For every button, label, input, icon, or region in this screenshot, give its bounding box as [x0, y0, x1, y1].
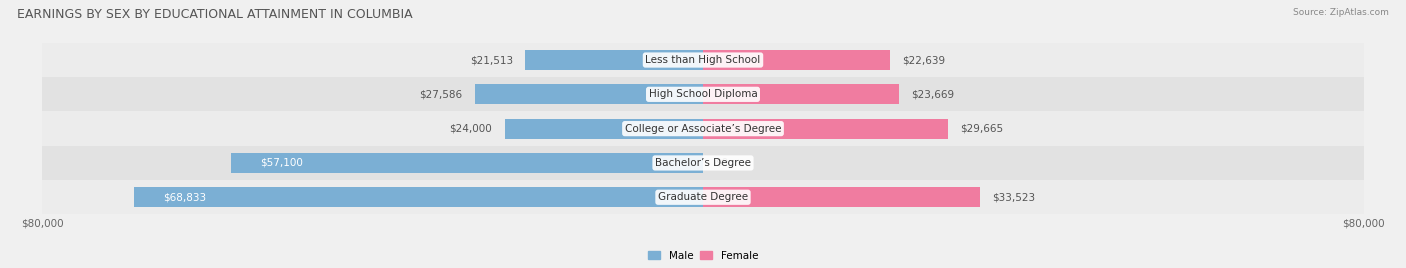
Text: $29,665: $29,665 — [960, 124, 1004, 134]
Legend: Male, Female: Male, Female — [648, 251, 758, 261]
Text: Less than High School: Less than High School — [645, 55, 761, 65]
Bar — [42, 146, 1364, 180]
Text: Source: ZipAtlas.com: Source: ZipAtlas.com — [1294, 8, 1389, 17]
Bar — [703, 119, 948, 139]
Text: Bachelor’s Degree: Bachelor’s Degree — [655, 158, 751, 168]
Text: $57,100: $57,100 — [260, 158, 304, 168]
Text: Graduate Degree: Graduate Degree — [658, 192, 748, 202]
Bar — [42, 43, 1364, 77]
Text: High School Diploma: High School Diploma — [648, 89, 758, 99]
Text: $27,586: $27,586 — [419, 89, 463, 99]
Bar — [703, 84, 898, 104]
Bar — [475, 84, 703, 104]
Bar — [505, 119, 703, 139]
Bar — [42, 77, 1364, 111]
Text: $22,639: $22,639 — [903, 55, 945, 65]
Bar — [703, 50, 890, 70]
Bar — [135, 187, 703, 207]
Bar — [42, 180, 1364, 214]
Bar — [526, 50, 703, 70]
Text: College or Associate’s Degree: College or Associate’s Degree — [624, 124, 782, 134]
Text: EARNINGS BY SEX BY EDUCATIONAL ATTAINMENT IN COLUMBIA: EARNINGS BY SEX BY EDUCATIONAL ATTAINMEN… — [17, 8, 412, 21]
Bar — [703, 187, 980, 207]
Text: $23,669: $23,669 — [911, 89, 955, 99]
Text: $21,513: $21,513 — [470, 55, 513, 65]
Text: $68,833: $68,833 — [163, 192, 207, 202]
Bar — [42, 111, 1364, 146]
Text: $24,000: $24,000 — [450, 124, 492, 134]
Text: $0: $0 — [716, 158, 728, 168]
Bar — [232, 153, 703, 173]
Text: $33,523: $33,523 — [993, 192, 1035, 202]
